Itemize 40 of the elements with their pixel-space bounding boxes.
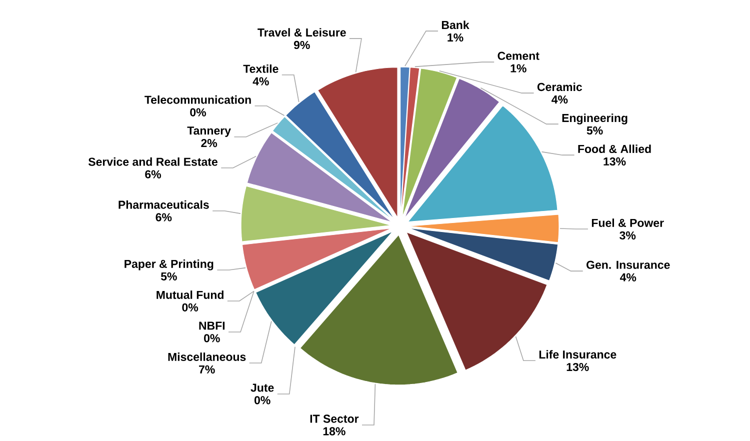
data-label: 3%	[620, 231, 636, 240]
text: 0%	[204, 334, 220, 342]
data-label: 6%	[156, 213, 172, 222]
slice-label: Gen. Insurance	[586, 260, 670, 269]
text: 0%	[182, 303, 198, 312]
slice-label: Ceramic	[537, 82, 582, 92]
slice-label: IT Sector	[310, 414, 359, 423]
slice-label: Bank	[442, 20, 470, 30]
slice-label: Service and Real Estate	[88, 157, 218, 166]
data-label: 7%	[199, 365, 215, 374]
slice-label: Engineering	[562, 114, 628, 124]
data-label: 4%	[552, 95, 568, 104]
legend-label: Mutual Fund	[156, 290, 224, 299]
slice-label: Fuel & Power	[592, 218, 664, 227]
slice-label: Pharmaceuticals	[118, 200, 209, 209]
category-label: NBFI	[199, 322, 225, 330]
slice-label: Tannery	[187, 126, 231, 137]
data-label: 2%	[201, 139, 218, 148]
slice-label: Miscellaneous	[168, 352, 246, 361]
data-label: 5%	[586, 126, 603, 135]
category-label: Jute	[250, 384, 274, 392]
data-label: 18%	[323, 427, 346, 436]
slice-label: Paper & Printing	[124, 260, 214, 270]
slice-label: Travel & Leisure	[258, 28, 346, 37]
slice-label: Food & Allied	[578, 144, 651, 154]
data-label: 13%	[604, 157, 626, 166]
data-label: 1%	[448, 33, 464, 42]
text: 0%	[254, 396, 270, 404]
data-label: 4%	[252, 77, 269, 86]
category-label: Telecommunication	[144, 95, 251, 104]
slice-label: Textile	[243, 64, 278, 73]
slice-label: Cement	[498, 52, 540, 60]
data-label: 6%	[145, 170, 162, 178]
slice-label: Life Insurance	[539, 350, 616, 359]
text: 0%	[190, 108, 206, 116]
data-label: 1%	[510, 64, 526, 72]
data-label: 13%	[566, 362, 589, 372]
data-label: 5%	[160, 272, 177, 280]
data-label: 4%	[620, 273, 636, 282]
data-label: 9%	[294, 40, 310, 50]
